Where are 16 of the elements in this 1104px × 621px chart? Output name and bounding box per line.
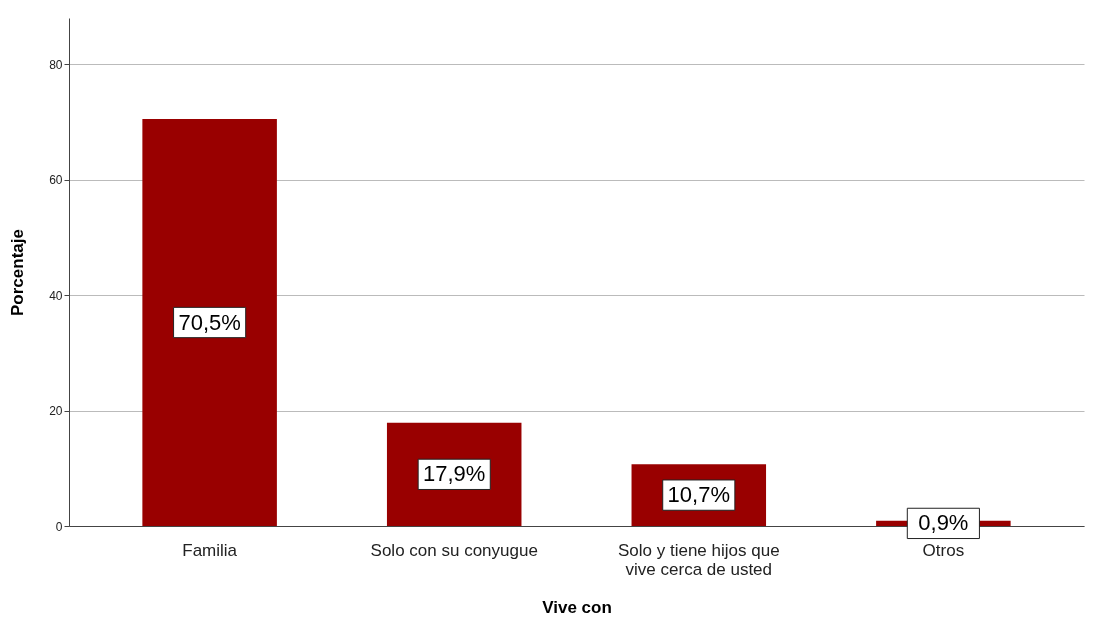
- data-label: 70,5%: [178, 309, 241, 335]
- x-tick-label: Otros: [922, 540, 965, 560]
- y-tick-label: 20: [49, 404, 63, 419]
- data-label: 17,9%: [423, 461, 486, 487]
- bar: [142, 119, 277, 526]
- y-tick-label: 60: [49, 173, 63, 188]
- data-label: 10,7%: [667, 482, 730, 508]
- x-axis-title: Vive con: [542, 597, 612, 617]
- x-tick-label: Solo con su conyugue: [370, 540, 538, 560]
- x-tick-label: Solo y tiene hijos que vive cerca de usted: [617, 540, 780, 579]
- y-tick-label: 80: [49, 57, 63, 72]
- x-tick-label: Familia: [182, 540, 238, 560]
- y-tick-label: 40: [49, 288, 63, 303]
- y-tick-label: 0: [55, 519, 63, 534]
- y-axis-title: Porcentaje: [8, 229, 28, 316]
- data-label: 0,9%: [918, 510, 969, 536]
